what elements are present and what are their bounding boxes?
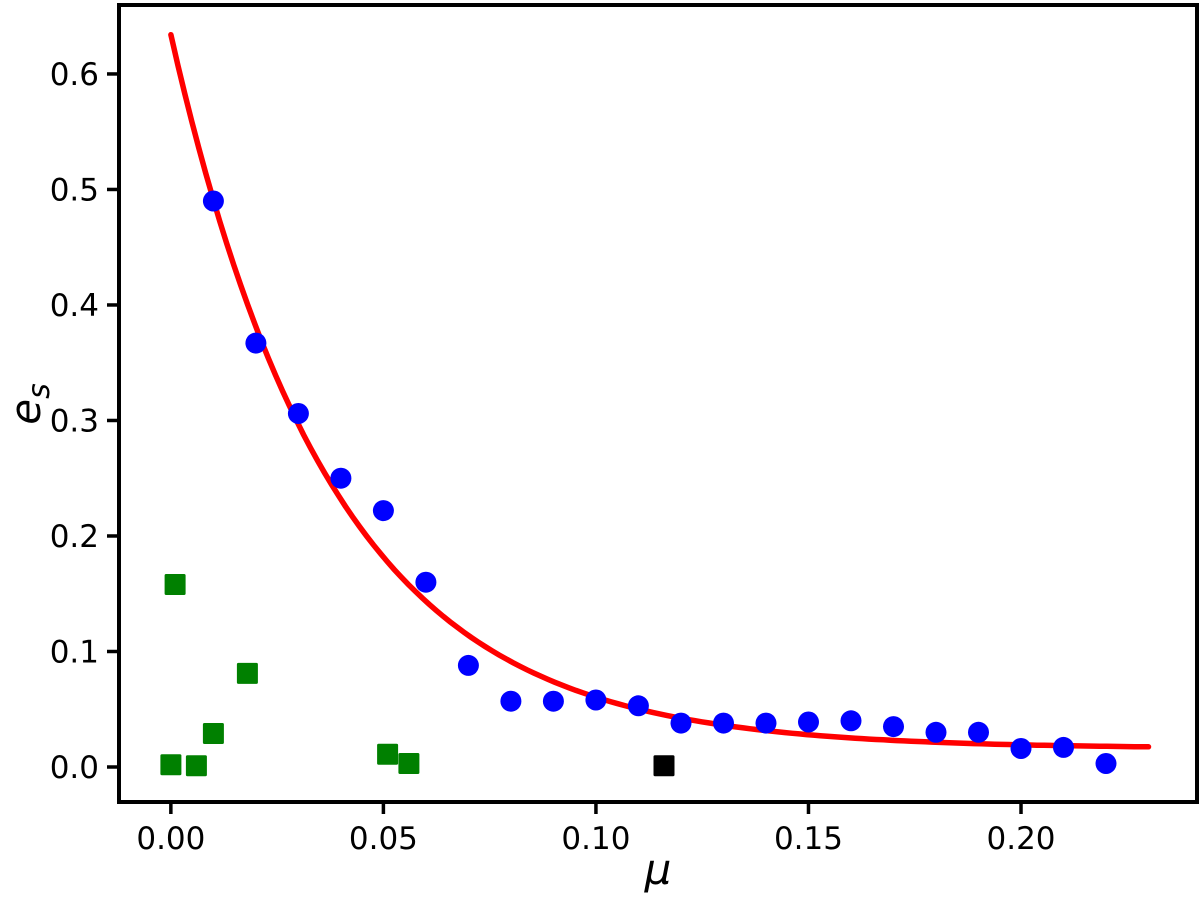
data-point-circle: [500, 690, 522, 712]
data-point-circle: [755, 712, 777, 734]
data-point-square: [160, 754, 182, 776]
y-axis-label: es: [1, 383, 57, 424]
x-tick-label: 0.00: [136, 821, 205, 857]
x-tick-label: 0.15: [774, 821, 843, 857]
y-tick-label: 0.0: [50, 750, 99, 786]
data-points-layer: [160, 190, 1117, 777]
data-point-square: [185, 755, 207, 777]
y-axis-label-subscript: s: [22, 383, 57, 399]
series-blue-circles: [202, 190, 1117, 774]
data-point-circle: [287, 403, 309, 424]
data-point-circle: [798, 711, 819, 733]
data-point-square: [202, 723, 224, 744]
data-point-circle: [670, 712, 692, 734]
data-point-square: [236, 662, 258, 684]
x-tick-label: 0.20: [987, 821, 1056, 857]
y-tick-label: 0.5: [50, 172, 99, 208]
data-point-circle: [840, 710, 862, 732]
data-point-circle: [968, 721, 989, 743]
data-point-circle: [1010, 738, 1032, 759]
data-point-circle: [585, 689, 607, 711]
y-tick-label: 0.4: [50, 288, 99, 324]
data-point-circle: [202, 190, 224, 212]
y-tick-label: 0.2: [50, 519, 99, 555]
y-axis-label-base: e: [1, 399, 50, 425]
data-point-circle: [415, 571, 437, 593]
data-point-circle: [627, 695, 649, 717]
y-tick-label: 0.3: [50, 403, 99, 439]
y-tick-label: 0.1: [50, 634, 99, 670]
data-point-circle: [457, 654, 479, 676]
data-point-circle: [925, 721, 947, 743]
data-point-circle: [245, 332, 267, 354]
series-black-square: [653, 755, 675, 777]
x-axis-ticks: 0.00 0.05 0.10 0.15 0.20: [136, 802, 1056, 857]
data-point-square: [653, 755, 675, 777]
data-point-circle: [330, 467, 352, 489]
data-point-circle: [883, 716, 904, 738]
data-point-square: [164, 574, 186, 595]
y-tick-label: 0.6: [50, 57, 99, 93]
data-point-square: [398, 753, 420, 774]
data-point-circle: [542, 690, 564, 712]
data-point-circle: [713, 712, 734, 734]
series-green-squares: [160, 574, 420, 777]
plot-frame: [117, 3, 1199, 804]
data-point-circle: [372, 500, 394, 522]
data-point-circle: [1095, 753, 1117, 774]
x-tick-label: 0.05: [349, 821, 418, 857]
data-point-square: [377, 743, 399, 765]
data-point-circle: [1053, 736, 1074, 758]
red-exponential-fit: [168, 31, 1152, 750]
x-axis-label: μ: [644, 845, 672, 894]
x-tick-label: 0.10: [561, 821, 630, 857]
y-axis-ticks: 0.0 0.1 0.2 0.3 0.4 0.5 0.6: [50, 57, 119, 786]
fit-curve-layer: [168, 31, 1152, 750]
